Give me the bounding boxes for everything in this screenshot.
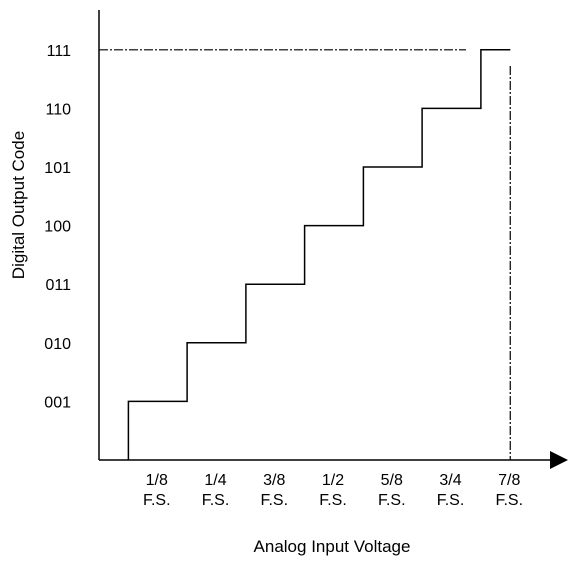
- y-axis-title: Digital Output Code: [9, 131, 28, 279]
- x-tick-unit: F.S.: [260, 492, 288, 509]
- axes: [98, 10, 568, 469]
- reference-lines: [99, 49, 511, 460]
- y-tick-label: 011: [45, 277, 71, 294]
- x-tick-label: 1/8: [146, 472, 168, 489]
- x-tick-label: 1/4: [204, 472, 226, 489]
- y-tick-label: 111: [47, 43, 71, 60]
- y-tick-label: 001: [44, 394, 71, 411]
- y-tick-label: 100: [44, 219, 71, 236]
- x-tick-label: 5/8: [381, 472, 403, 489]
- step-series-line: [127, 49, 511, 460]
- x-tick-unit: F.S.: [202, 492, 230, 509]
- x-tick-unit: F.S.: [378, 492, 406, 509]
- y-tick-labels: 001 010 011 100 101 110 111: [44, 43, 71, 412]
- x-axis-title: Analog Input Voltage: [254, 537, 411, 556]
- y-tick-label: 101: [44, 160, 71, 177]
- x-tick-unit: F.S.: [319, 492, 347, 509]
- x-tick-unit: F.S.: [143, 492, 171, 509]
- x-tick-label: 3/4: [439, 472, 461, 489]
- step-series: [127, 49, 511, 460]
- x-tick-labels: 1/8 F.S. 1/4 F.S. 3/8 F.S. 1/2 F.S. 5/8 F.S. 3/4 F.…: [143, 472, 523, 509]
- x-tick-label: 1/2: [322, 472, 344, 489]
- x-tick-label: 7/8: [498, 472, 520, 489]
- x-tick-unit: F.S.: [437, 492, 465, 509]
- y-tick-label: 010: [44, 336, 71, 353]
- y-tick-label: 110: [45, 101, 71, 118]
- x-axis-arrowhead: [550, 451, 568, 469]
- x-tick-unit: F.S.: [495, 492, 523, 509]
- x-tick-label: 3/8: [263, 472, 285, 489]
